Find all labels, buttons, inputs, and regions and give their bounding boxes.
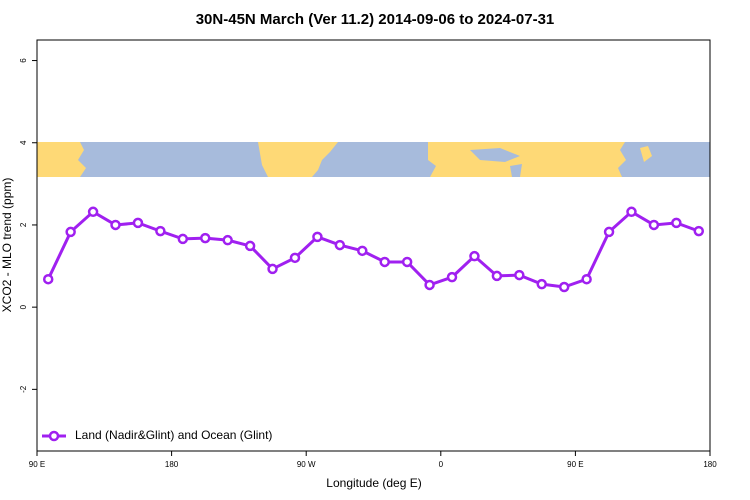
point [289, 252, 301, 264]
y-tick-label: -2 [19, 385, 28, 393]
point [446, 271, 458, 283]
point [244, 240, 256, 252]
point [110, 219, 121, 231]
legend-label: Land (Nadir&Glint) and Ocean (Glint) [75, 428, 272, 442]
x-tick-label: 180 [703, 460, 717, 469]
point [334, 239, 346, 251]
y-axis-label: XCO2 - MLO trend (ppm) [0, 178, 14, 313]
x-tick-label: 0 [439, 460, 444, 469]
point [514, 269, 525, 281]
legend-marker [48, 430, 60, 442]
point [132, 217, 144, 229]
point [536, 278, 547, 290]
point [222, 234, 233, 246]
point [648, 219, 660, 231]
point [424, 279, 435, 291]
x-tick-label: 90 E [29, 460, 45, 469]
plot-frame [36, 39, 711, 452]
point [671, 217, 682, 229]
series-line [46, 209, 700, 289]
point [312, 231, 323, 243]
point [626, 206, 637, 218]
y-tick-label: 4 [19, 140, 28, 145]
point [357, 245, 368, 257]
point [200, 232, 211, 244]
point [401, 256, 413, 268]
point [177, 233, 189, 245]
point [581, 273, 592, 285]
point [65, 226, 76, 238]
chart-title: 30N-45N March (Ver 11.2) 2014-09-06 to 2… [196, 11, 555, 28]
x-tick-label: 90 W [297, 460, 316, 469]
point [155, 225, 166, 237]
y-tick-label: 6 [19, 58, 28, 63]
point [42, 273, 54, 285]
point [491, 270, 503, 282]
map-strip [37, 142, 710, 177]
point [558, 281, 570, 293]
point [603, 226, 615, 238]
x-tick-label: 180 [165, 460, 179, 469]
point [469, 250, 480, 262]
point [693, 225, 705, 237]
point [379, 256, 390, 268]
point [267, 263, 278, 275]
y-tick-label: 2 [19, 222, 28, 227]
x-tick-label: 90 E [567, 460, 583, 469]
point [87, 206, 99, 218]
x-axis-label: Longitude (deg E) [326, 476, 421, 490]
y-tick-label: 0 [19, 304, 28, 309]
